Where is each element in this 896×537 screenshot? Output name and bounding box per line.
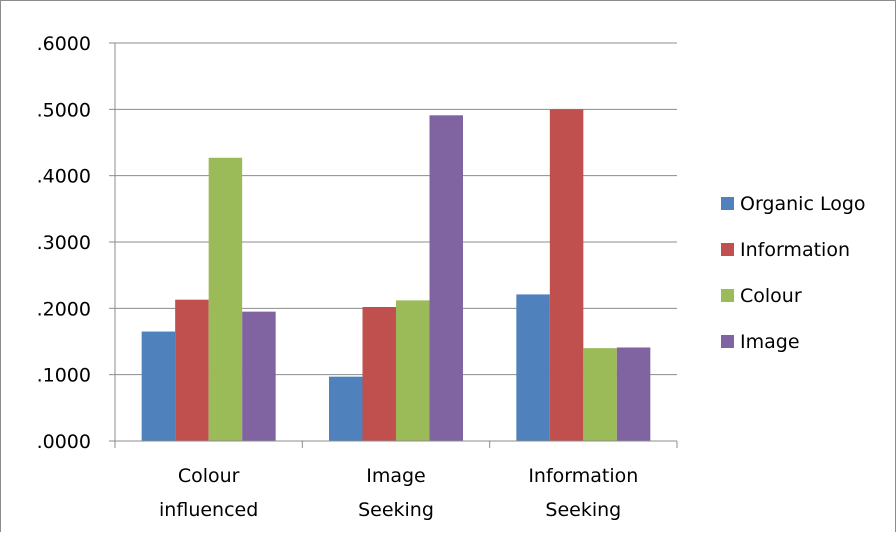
y-tick-label: .6000 (37, 33, 91, 55)
bar-information (362, 307, 396, 441)
y-tick-label: .4000 (37, 166, 91, 188)
y-tick-label: .1000 (37, 365, 91, 387)
x-category-label: Colour (178, 465, 240, 487)
y-tick-label: .5000 (37, 99, 91, 121)
legend-swatch (721, 335, 734, 348)
bar-colour (583, 348, 617, 441)
y-tick-label: .3000 (37, 232, 91, 254)
legend-swatch (721, 197, 734, 210)
bar-colour (396, 300, 430, 441)
legend-label: Organic Logo (740, 193, 866, 215)
legend-swatch (721, 243, 734, 256)
legend-swatch (721, 289, 734, 302)
bars (141, 109, 651, 442)
bar-information (549, 109, 584, 441)
legend-label: Information (740, 239, 850, 261)
bar-organic-logo (329, 376, 363, 441)
y-tick-label: .2000 (37, 298, 91, 320)
bar-image (616, 347, 651, 441)
bar-organic-logo (516, 294, 550, 441)
x-category-label: Seeking (358, 499, 434, 521)
x-category-label: Seeking (545, 499, 621, 521)
bar-image (429, 115, 463, 441)
x-category-label: influenced (159, 499, 258, 521)
bar-image (242, 311, 276, 441)
bar-information (175, 299, 209, 441)
axes (114, 43, 678, 448)
legend-label: Image (740, 331, 800, 353)
x-axis-category-labels: Colour influenced Image Seeking Information S… (159, 465, 638, 521)
legend-label: Colour (740, 285, 802, 307)
legend: Organic Logo Information Colour Image (721, 193, 866, 353)
y-axis-tick-labels: .0000 .1000 .2000 .3000 .4000 .5000 .6000 (37, 33, 91, 453)
bar-colour (208, 157, 243, 442)
x-category-label: Image (366, 465, 426, 487)
x-category-label: Information (528, 465, 638, 487)
y-tick-label: .0000 (37, 431, 91, 453)
bar-organic-logo (141, 331, 176, 441)
